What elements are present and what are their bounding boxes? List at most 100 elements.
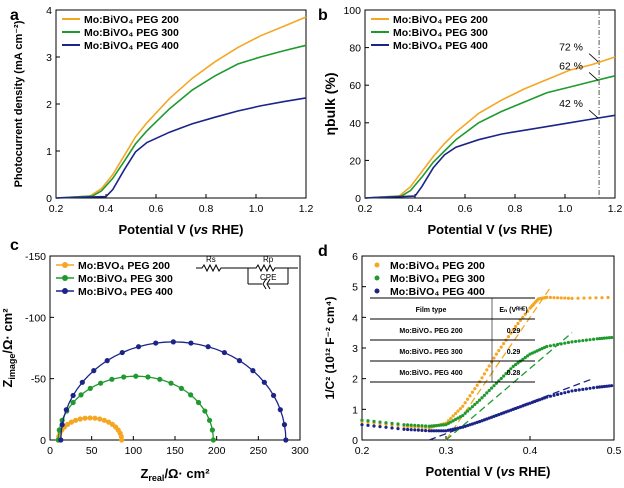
panel-d-data-point [487, 416, 491, 420]
panel-d-data-point [409, 423, 413, 427]
panel-d-data-point [588, 386, 592, 390]
panel-c-data-point [168, 380, 174, 386]
panel-a-legend-label: Mo:BiVO₄ PEG 300 [84, 27, 179, 39]
panel-d-data-point [538, 398, 542, 402]
panel-c-data-point [281, 422, 288, 428]
panel-d-data-point [449, 428, 453, 432]
panel-b-legend-label: Mo:BiVO₄ PEG 300 [393, 27, 488, 39]
panel-d-data-point [518, 405, 523, 409]
panel-c-data-point [98, 380, 104, 386]
panel-d-data-point [516, 361, 520, 365]
panel-d-data-point [523, 356, 527, 360]
panel-d-fit-line [445, 286, 552, 441]
panel-d-data-point [427, 424, 431, 428]
panel-d-data-point [390, 421, 394, 425]
panel-a-panel: a 0.2 0.4 0.6 0.8 1.0 1.2 0 1 2 3 4 Mo:BiVO₄ PEG 200… [10, 5, 313, 237]
panel-d-data-point [413, 423, 417, 427]
panel-b-annotation-arrow [588, 53, 599, 62]
panel-c-label: c [10, 237, 19, 254]
panel-c-resistor-rp [248, 263, 288, 273]
panel-d-data-point [409, 428, 413, 432]
panel-a-legend-label: Mo:BiVO₄ PEG 200 [84, 14, 179, 26]
panel-d-data-point [463, 401, 467, 405]
panel-d-y-axis-label: 1/C² (10¹² F⁻² cm⁴) [323, 297, 337, 400]
panel-b-series-line [364, 56, 616, 199]
panel-c-circuit-label: Rp [263, 255, 274, 264]
panel-c-data-point [195, 399, 202, 406]
panel-c-data-point [106, 419, 112, 425]
panel-d-data-point [610, 335, 614, 340]
panel-d-data-point [552, 393, 556, 397]
panel-c-cpe-element [248, 278, 288, 290]
panel-d-y-tick-label: 4 [352, 312, 358, 324]
panel-c-x-tick-label: 300 [291, 445, 309, 457]
panel-d-y-tick-label: 0 [352, 435, 358, 447]
panel-d-data-point [600, 385, 604, 389]
panel-d-table-header: Eₙ (Vᴿᴴᴱ) [499, 307, 527, 314]
panel-d-data-point [487, 364, 491, 368]
panel-c-data-point [277, 407, 283, 413]
panel-d-data-point [570, 296, 574, 300]
panel-a-x-tick-label: 0.2 [49, 203, 64, 215]
panel-d-data-point [430, 429, 434, 433]
panel-d-y-tick-label: 3 [352, 343, 358, 355]
panel-d-data-point [535, 349, 539, 353]
panel-d-data-point [396, 422, 400, 426]
panel-c-data-point [101, 417, 107, 423]
panel-c-data-point [210, 437, 216, 443]
panel-a-y-tick-label: 1 [46, 146, 52, 158]
panel-d-data-point [576, 296, 580, 300]
panel-c-data-point [206, 417, 213, 423]
panel-b-y-axis-label: ηbulk (%) [322, 73, 338, 136]
panel-d-data-point [478, 398, 482, 402]
panel-d-data-point [563, 296, 567, 300]
panel-d-data-point [548, 344, 553, 348]
panel-d-data-point [446, 419, 450, 423]
panel-d-data-point [566, 390, 571, 394]
panel-d-data-point [530, 351, 535, 355]
panel-d-data-point [458, 415, 462, 419]
panel-c-data-point [73, 417, 79, 423]
panel-d-data-point [416, 423, 420, 428]
panel-d-data-point [598, 336, 602, 341]
panel-d-data-point [378, 420, 382, 424]
panel-c-y-tick-label: -50 [31, 374, 46, 386]
panel-b-annotation-arrow [588, 72, 599, 81]
panel-b-annotation: 72 % [559, 42, 583, 54]
panel-d-legend-marker [374, 262, 380, 268]
panel-d-x-tick-label: 0.3 [439, 445, 454, 457]
panel-c-x-axis-label: Zreal/Ω· cm² [140, 466, 210, 483]
panel-c-data-point [145, 374, 151, 380]
panel-b-series-line [364, 114, 616, 199]
panel-d-data-point [492, 384, 496, 388]
panel-a-y-tick-label: 4 [46, 5, 52, 17]
panel-c-fit-line [57, 375, 214, 441]
panel-a-x-tick-label: 0.4 [99, 203, 114, 215]
panel-d-data-point [454, 417, 458, 422]
panel-c-y-tick-label: 0 [40, 435, 46, 447]
panel-b-x-axis-label: Potential V (vs RHE) [428, 222, 553, 237]
panel-d-data-point [521, 357, 525, 361]
panel-d-data-point [366, 419, 370, 423]
panel-d-data-point [360, 418, 364, 422]
panel-b-x-tick-label: 1.2 [608, 203, 623, 215]
panel-c-data-point [70, 392, 76, 399]
panel-d-data-point [592, 337, 596, 341]
panel-d-data-point [466, 397, 470, 401]
panel-d-data-point [458, 407, 462, 411]
panel-b-annotation: 62 % [559, 60, 583, 72]
panel-c-x-tick-label: 250 [250, 445, 268, 457]
panel-c-data-point [250, 368, 256, 374]
panel-d-data-point [514, 363, 518, 367]
panel-d-label: d [318, 243, 328, 260]
panel-c-x-tick-label: 200 [208, 445, 226, 457]
panel-c-circuit-label: CPE [260, 273, 276, 282]
panel-c-data-point [157, 376, 163, 382]
panel-b-y-tick-label: 40 [349, 118, 361, 130]
panel-d-data-point [475, 400, 479, 404]
panel-c-data-point [78, 392, 84, 398]
panel-d-data-point [526, 309, 530, 313]
panel-c-data-point [77, 416, 83, 422]
panel-d-data-point [545, 295, 549, 299]
panel-c-data-point [205, 344, 211, 350]
